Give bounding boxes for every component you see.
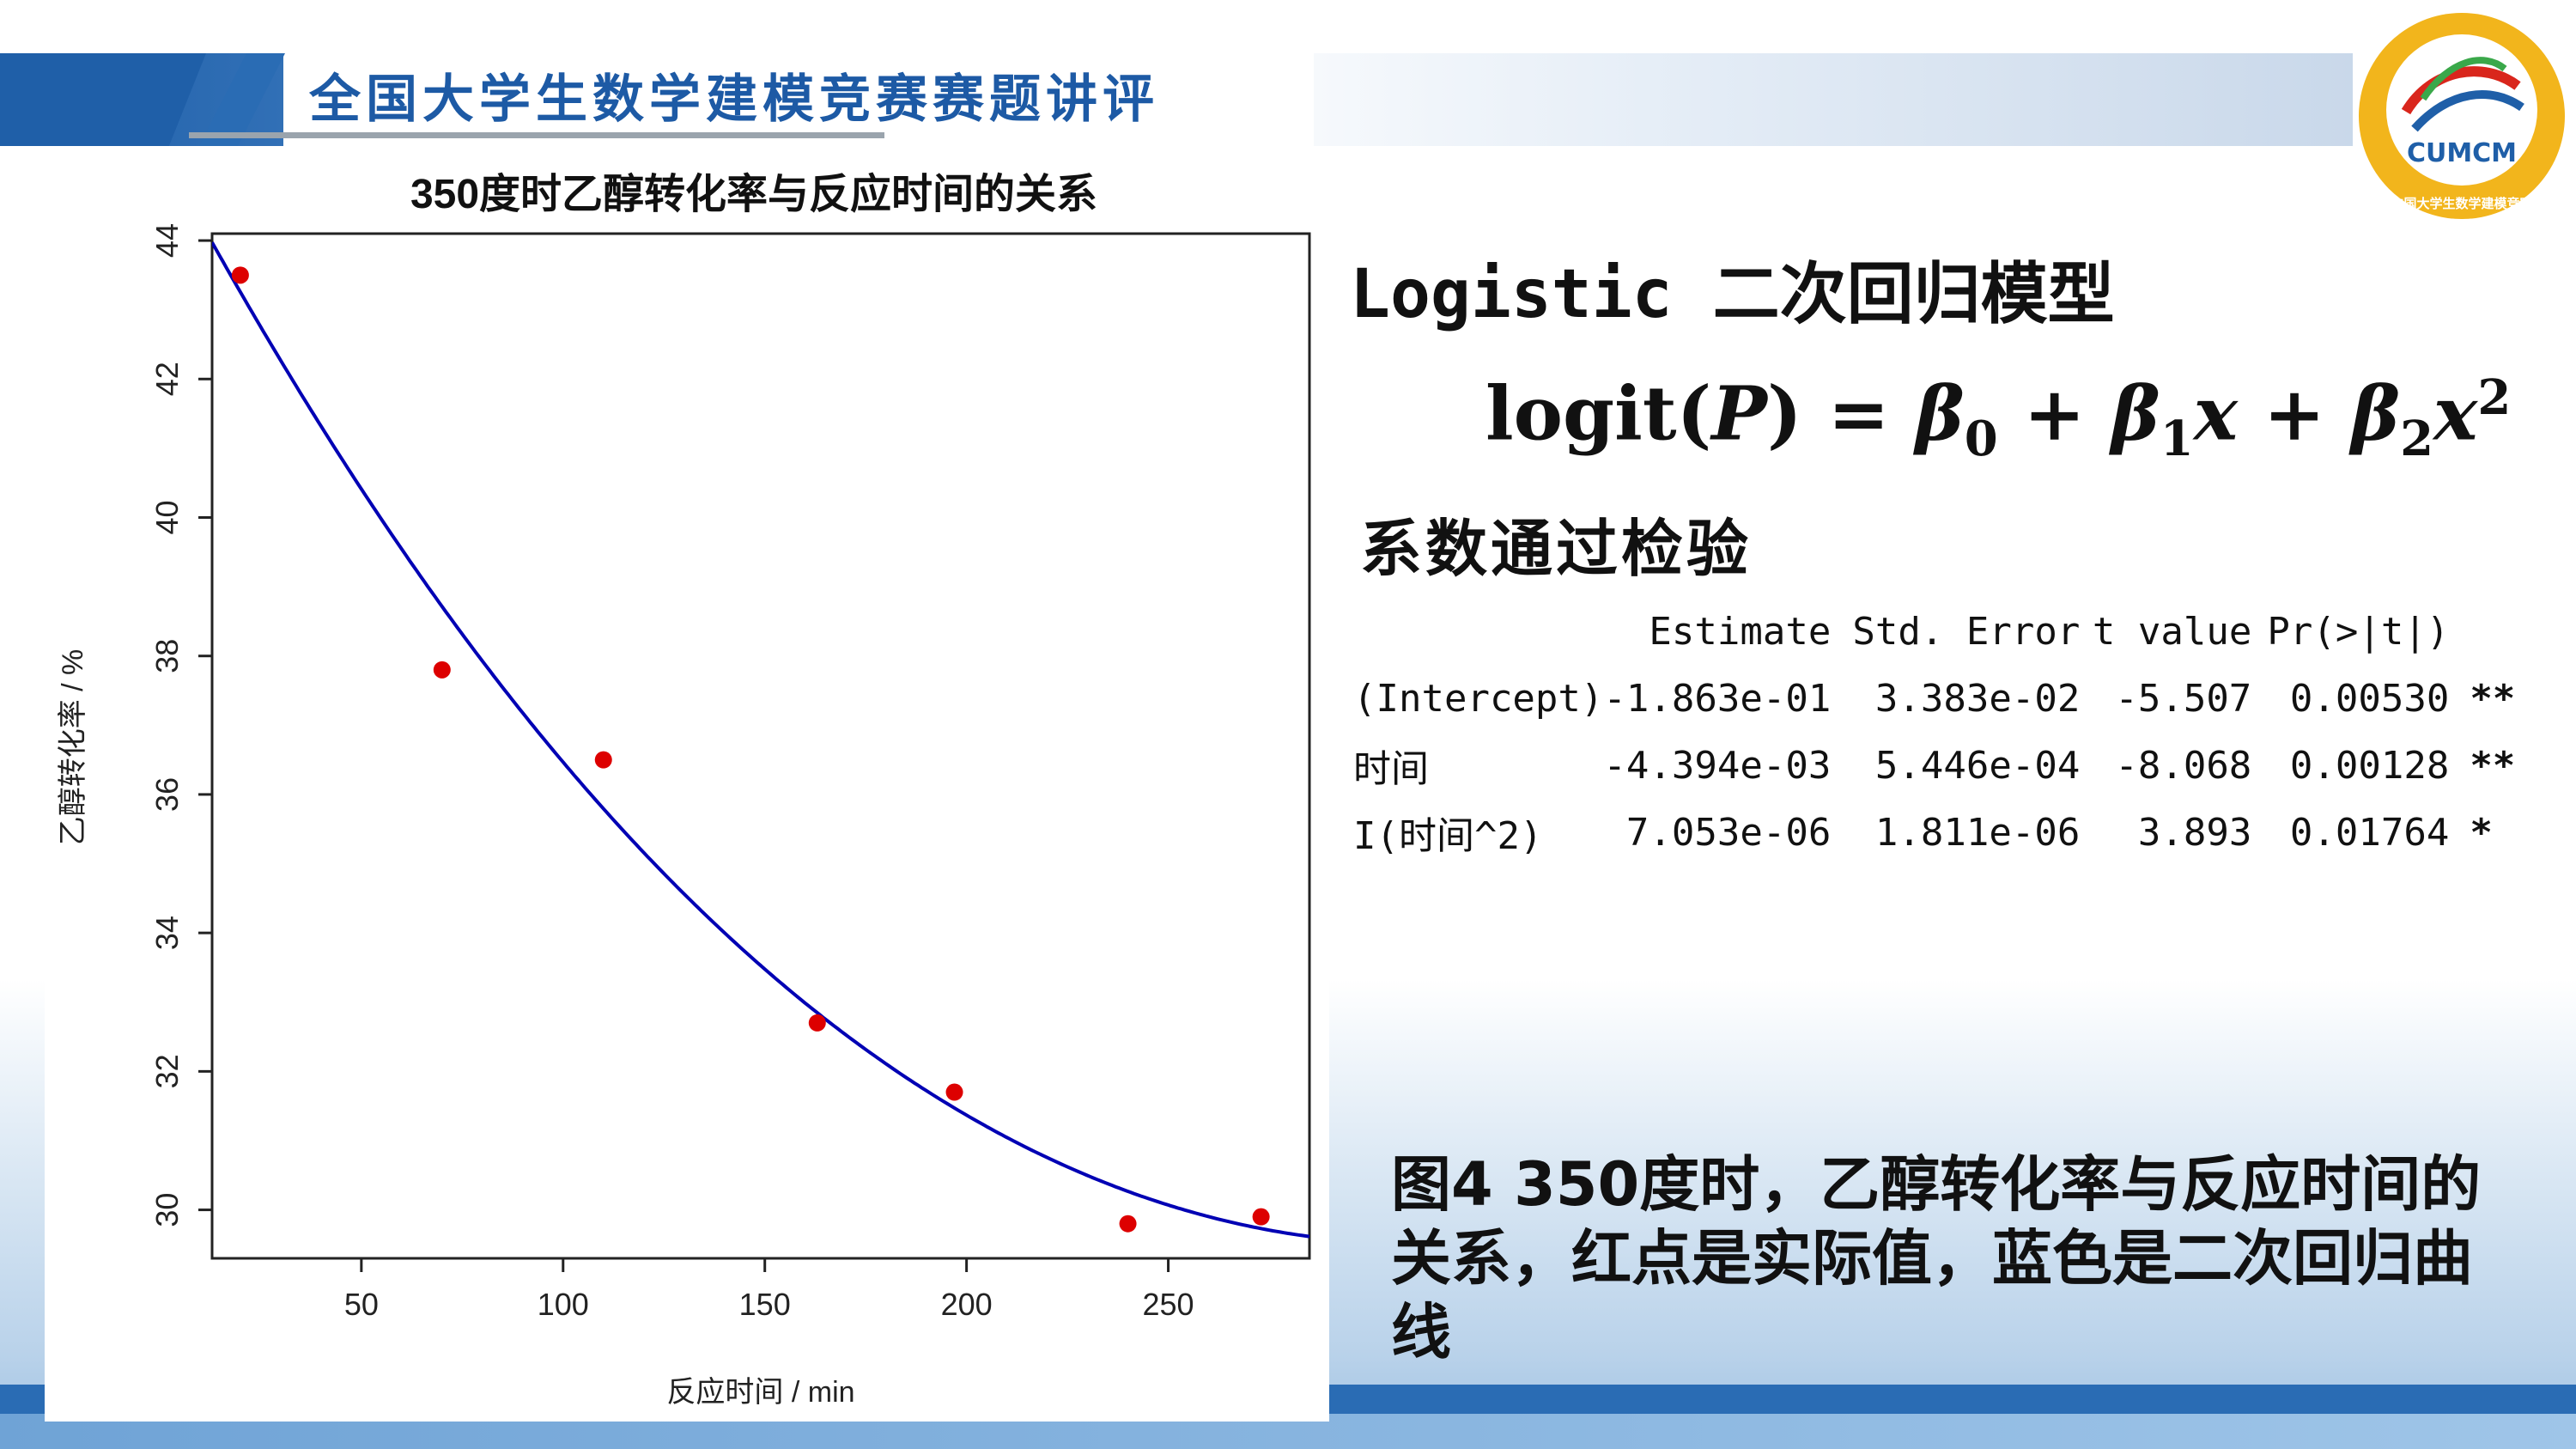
page-title: 全国大学生数学建模竞赛赛题讲评 <box>309 70 1159 130</box>
t-value-cell: -8.068 <box>2115 743 2252 788</box>
std-error-cell: 3.383e-02 <box>1874 676 2081 721</box>
estimate-cell: 7.053e-06 <box>1625 810 1832 855</box>
logo-ring-text: 中国大学生数学建模竞赛 <box>2391 196 2533 211</box>
significance-cell: * <box>2470 810 2493 855</box>
header-cell <box>1353 598 1603 665</box>
estimate-cell: -4.394e-03 <box>1603 743 1832 788</box>
x-tick-label: 100 <box>538 1287 589 1322</box>
header-underline <box>189 132 884 138</box>
y-tick-label: 32 <box>149 1054 185 1088</box>
table-row: (Intercept) -1.863e-01 3.383e-02 -5.507 … <box>1353 665 2515 732</box>
y-axis: 30 32 34 36 38 40 42 44 <box>149 223 212 1227</box>
formula-var: P <box>1711 370 1767 458</box>
data-point <box>945 1083 963 1101</box>
y-tick-label: 30 <box>149 1193 185 1227</box>
p-value-cell: 0.01764 <box>2289 810 2450 855</box>
x-tick-label: 50 <box>344 1287 379 1322</box>
x-axis: 50 100 150 200 250 <box>344 1258 1194 1322</box>
y-tick-label: 38 <box>149 639 185 673</box>
header-cell <box>2449 598 2515 665</box>
y-axis-label: 乙醇转化率 / % <box>57 649 89 846</box>
regression-curve <box>212 241 1309 1239</box>
table-row: I(时间^2) 7.053e-06 1.811e-06 3.893 0.0176… <box>1353 799 2515 866</box>
data-point <box>433 661 451 679</box>
row-name: I(时间^2) <box>1353 814 1543 858</box>
header-left-block <box>0 53 206 146</box>
header-cell: t value <box>2092 609 2252 654</box>
coefficient-note: 系数通过检验 <box>1360 512 1753 585</box>
data-point <box>594 751 612 769</box>
row-name: (Intercept) <box>1353 676 1604 721</box>
x-tick-label: 150 <box>739 1287 791 1322</box>
header-cell: Std. Error <box>1852 609 2081 654</box>
data-points <box>231 266 1270 1233</box>
significance-cell: ** <box>2470 743 2516 788</box>
table-header-row: Estimate Std. Error t value Pr(>|t|) <box>1353 598 2515 665</box>
chart: 350度时乙醇转化率与反应时间的关系 50 100 150 200 250 30 32 34… <box>57 172 1311 1409</box>
y-tick-label: 40 <box>149 500 185 534</box>
header-cell: Estimate <box>1649 609 1832 654</box>
std-error-cell: 1.811e-06 <box>1874 810 2081 855</box>
header-cell: Pr(>|t|) <box>2267 609 2450 654</box>
t-value-cell: 3.893 <box>2137 810 2252 855</box>
x-tick-label: 200 <box>941 1287 993 1322</box>
regression-table: Estimate Std. Error t value Pr(>|t|) (In… <box>1353 598 2515 866</box>
std-error-cell: 5.446e-04 <box>1874 743 2081 788</box>
data-point <box>1252 1208 1270 1226</box>
header-title-background <box>283 53 1314 146</box>
table-row: 时间 -4.394e-03 5.446e-04 -8.068 0.00128 *… <box>1353 732 2515 799</box>
formula-logit: logit <box>1485 370 1677 458</box>
significance-cell: ** <box>2470 676 2516 721</box>
data-point <box>1119 1215 1137 1233</box>
estimate-cell: -1.863e-01 <box>1603 676 1832 721</box>
t-value-cell: -5.507 <box>2115 676 2252 721</box>
x-axis-label: 反应时间 / min <box>666 1376 854 1409</box>
p-value-cell: 0.00128 <box>2289 743 2450 788</box>
y-tick-label: 42 <box>149 362 185 396</box>
y-tick-label: 36 <box>149 777 185 812</box>
data-point <box>231 266 249 284</box>
chart-panel: 350度时乙醇转化率与反应时间的关系 50 100 150 200 250 30 32 34… <box>45 155 1329 1422</box>
cumcm-logo: CUMCM 中国大学生数学建模竞赛 <box>2359 13 2565 219</box>
x-tick-label: 250 <box>1143 1287 1194 1322</box>
y-tick-label: 34 <box>149 916 185 950</box>
p-value-cell: 0.00530 <box>2289 676 2450 721</box>
row-name: 时间 <box>1353 747 1429 791</box>
model-title: Logistic 二次回归模型 <box>1350 256 2115 333</box>
plot-frame <box>210 232 1311 1260</box>
logo-text: CUMCM <box>2407 138 2517 168</box>
data-point <box>808 1014 826 1032</box>
y-tick-label: 44 <box>149 223 185 258</box>
figure-caption: 图4 350度时，乙醇转化率与反应时间的关系，红点是实际值，蓝色是二次回归曲线 <box>1391 1149 2482 1367</box>
chart-title: 350度时乙醇转化率与反应时间的关系 <box>410 172 1097 217</box>
model-formula: logit(P) = β0 + β1x + β2x2 <box>1485 369 2512 467</box>
